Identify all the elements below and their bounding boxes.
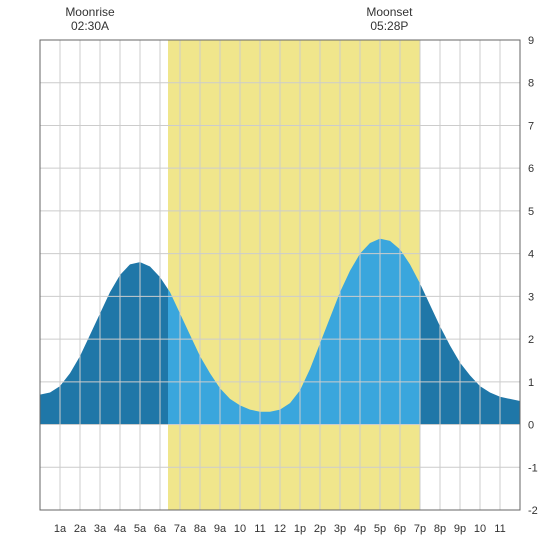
- x-tick-label: 7p: [414, 523, 426, 535]
- x-tick-label: 1a: [54, 523, 67, 535]
- x-tick-label: 10: [474, 523, 486, 535]
- x-tick-label: 3p: [334, 523, 346, 535]
- chart-svg: 1a2a3a4a5a6a7a8a9a1011121p2p3p4p5p6p7p8p…: [0, 0, 550, 550]
- y-tick-label: 5: [528, 206, 534, 218]
- x-tick-label: 11: [494, 523, 505, 535]
- y-tick-label: -2: [528, 505, 538, 517]
- x-tick-label: 2p: [314, 523, 326, 535]
- x-tick-label: 2a: [74, 523, 87, 535]
- x-tick-label: 11: [254, 523, 265, 535]
- x-tick-label: 1p: [294, 523, 306, 535]
- y-tick-label: 1: [528, 377, 534, 389]
- x-tick-label: 6p: [394, 523, 406, 535]
- moonrise-label: Moonrise: [65, 5, 115, 19]
- x-tick-label: 5p: [374, 523, 386, 535]
- x-tick-label: 4p: [354, 523, 366, 535]
- x-tick-label: 9a: [214, 523, 227, 535]
- tide-chart: 1a2a3a4a5a6a7a8a9a1011121p2p3p4p5p6p7p8p…: [0, 0, 550, 550]
- y-tick-label: 7: [528, 120, 534, 132]
- y-tick-label: 8: [528, 78, 534, 90]
- x-tick-label: 8p: [434, 523, 446, 535]
- x-tick-label: 7a: [174, 523, 187, 535]
- y-tick-label: 6: [528, 163, 534, 175]
- x-tick-label: 6a: [154, 523, 167, 535]
- x-tick-label: 5a: [134, 523, 147, 535]
- y-tick-label: 3: [528, 291, 534, 303]
- y-tick-label: -1: [528, 462, 538, 474]
- y-tick-label: 9: [528, 35, 534, 47]
- y-tick-label: 4: [528, 249, 534, 261]
- x-tick-label: 9p: [454, 523, 466, 535]
- x-tick-label: 10: [234, 523, 246, 535]
- x-tick-label: 3a: [94, 523, 107, 535]
- moonset-label: Moonset: [366, 5, 413, 19]
- x-tick-label: 12: [274, 523, 286, 535]
- y-tick-label: 2: [528, 334, 534, 346]
- moonrise-value: 02:30A: [71, 19, 109, 33]
- moonset-value: 05:28P: [370, 19, 408, 33]
- x-tick-label: 8a: [194, 523, 207, 535]
- y-tick-label: 0: [528, 420, 534, 432]
- x-tick-label: 4a: [114, 523, 127, 535]
